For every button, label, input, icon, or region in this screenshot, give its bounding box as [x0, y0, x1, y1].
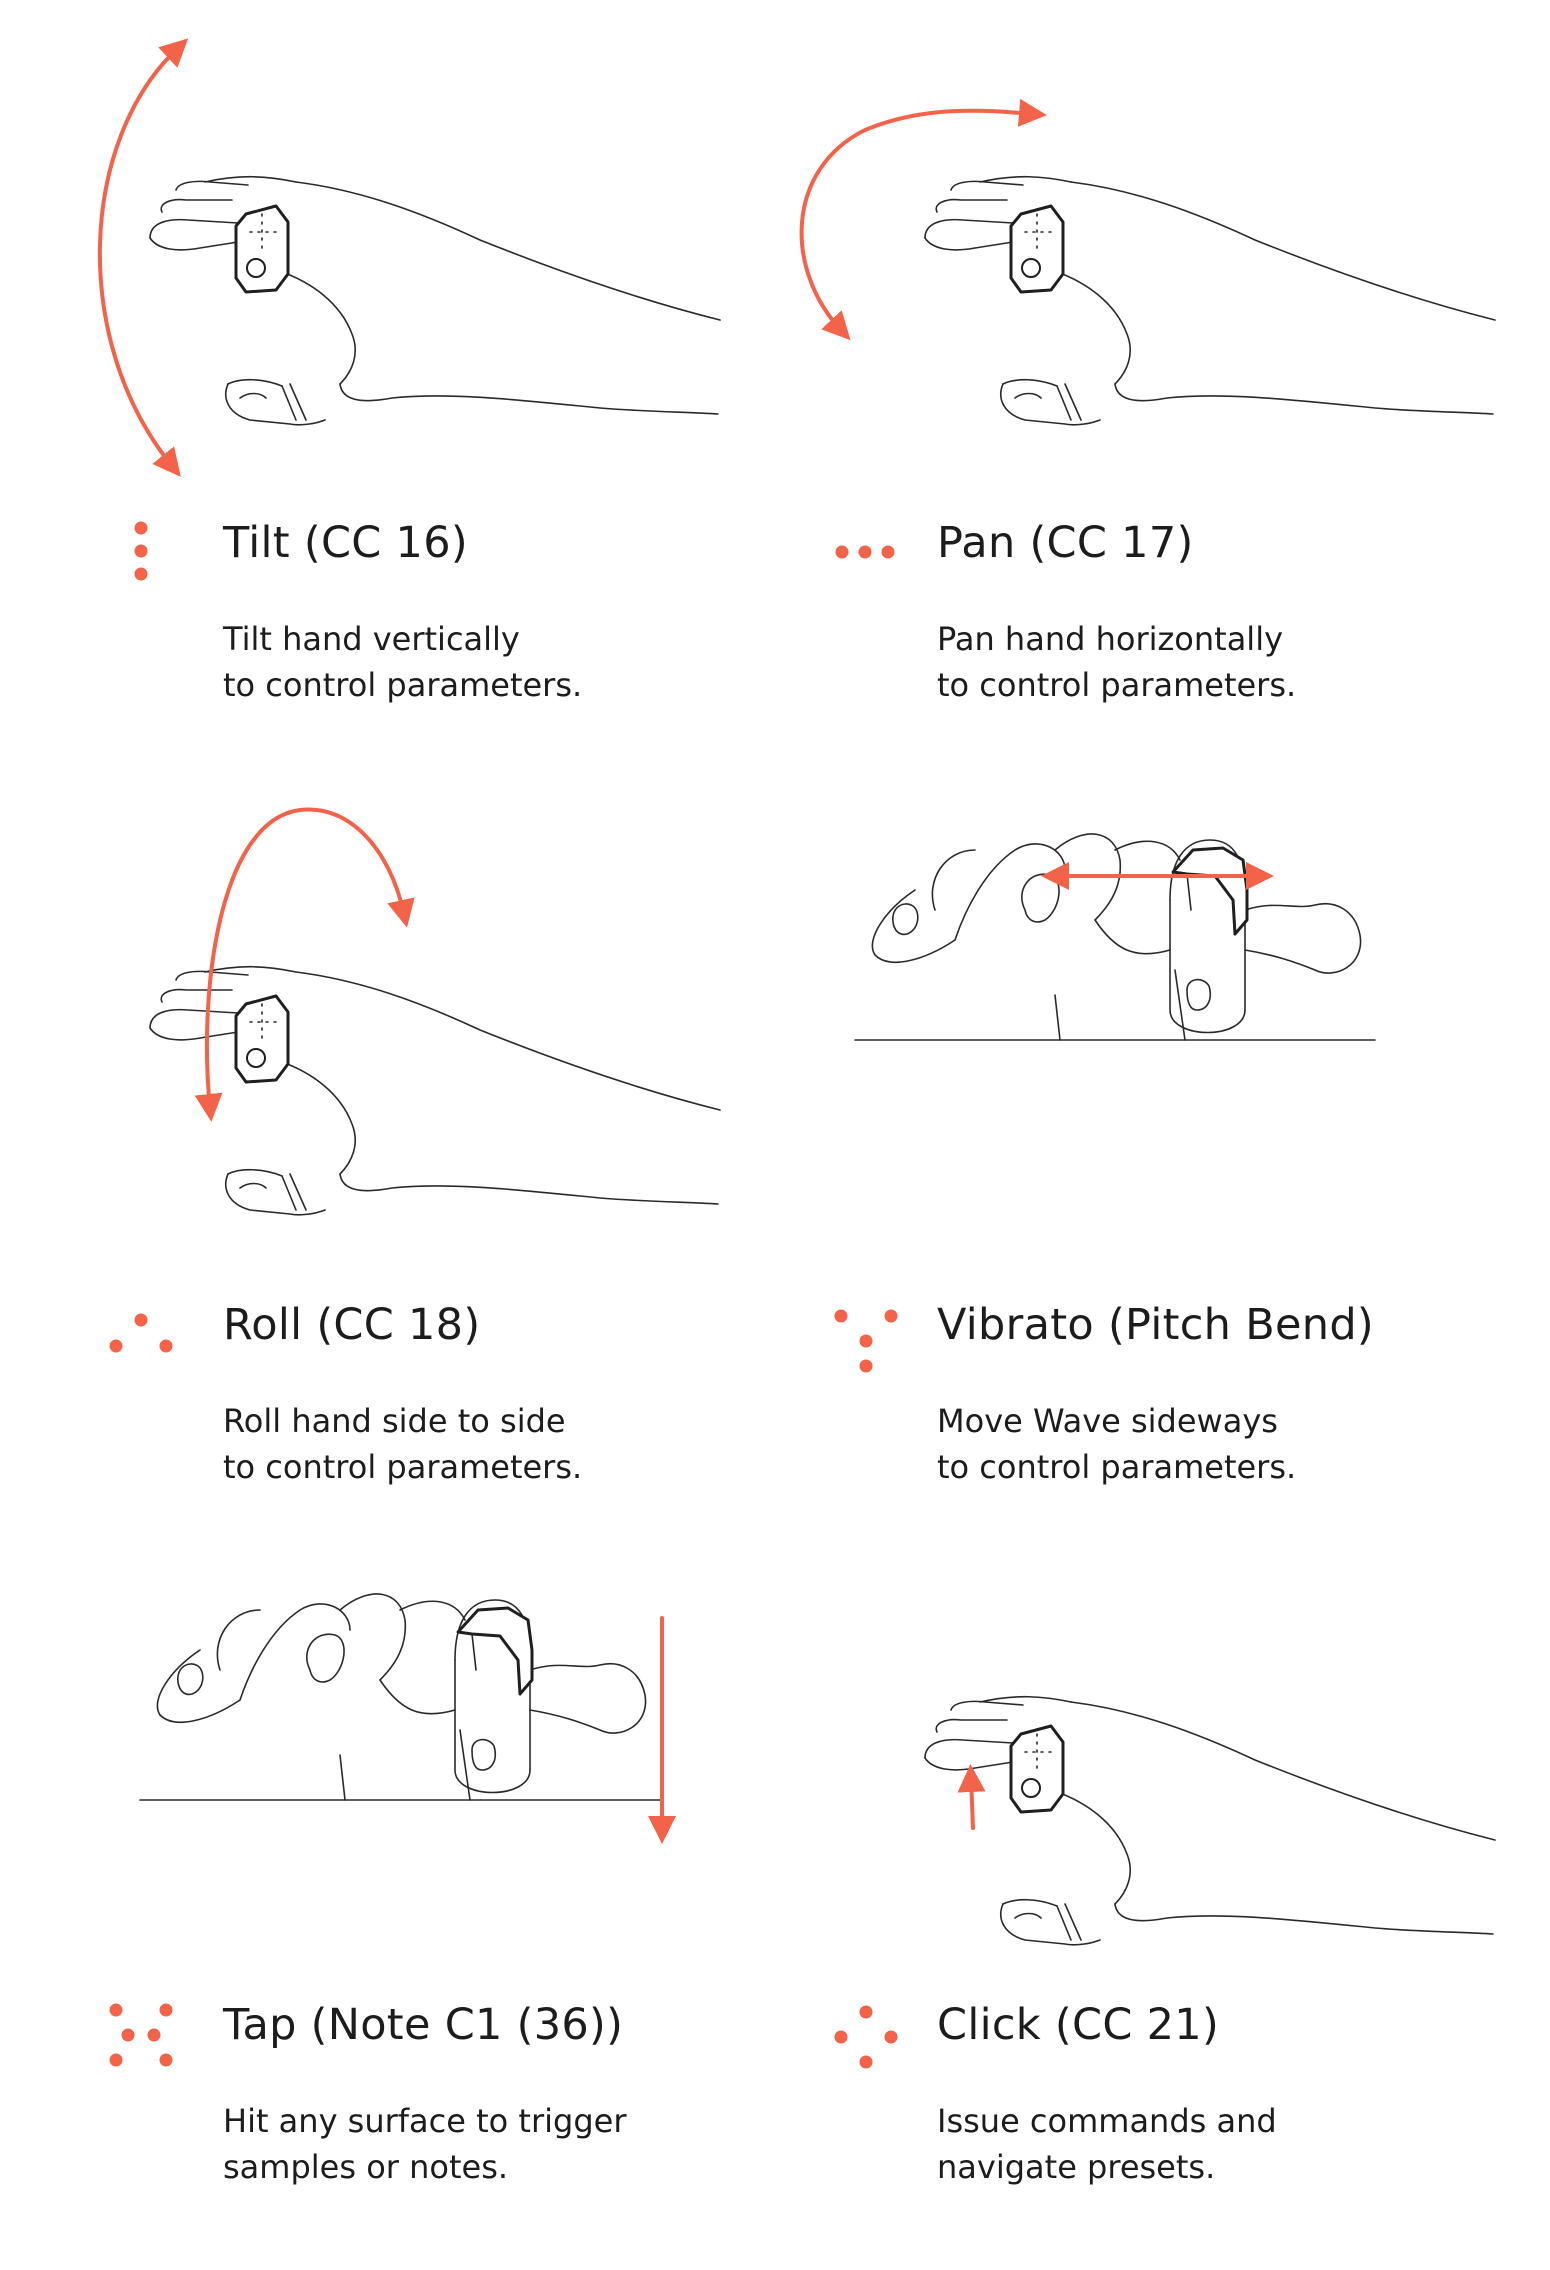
gesture-description-line: navigate presets.	[937, 2148, 1216, 2186]
roll-arrow	[194, 807, 415, 1122]
up-arrow	[957, 1764, 986, 1830]
tilt-illustration	[0, 0, 775, 500]
gesture-description-line: Move Wave sideways	[937, 1402, 1278, 1440]
diamond-four-dots-icon	[834, 2005, 898, 2069]
gesture-description: Issue commands and navigate presets.	[937, 2098, 1277, 2190]
click-illustration	[775, 1530, 1550, 2030]
pan-arrow	[799, 98, 1047, 341]
gesture-description-line: to control parameters.	[937, 1448, 1297, 1486]
zigzag-four-dots-icon	[834, 1309, 898, 1373]
gesture-description: Move Wave sideways to control parameters…	[937, 1398, 1296, 1490]
gesture-description-line: Tilt hand vertically	[223, 620, 520, 658]
gesture-card-click: Click (CC 21) Issue commands and navigat…	[775, 1530, 1550, 2270]
gesture-card-tilt: Tilt (CC 16) Tilt hand vertically to con…	[0, 0, 775, 740]
gesture-card-roll: Roll (CC 18) Roll hand side to side to c…	[0, 790, 775, 1530]
vertical-three-dots-icon	[134, 521, 148, 581]
gesture-title: Tap (Note C1 (36))	[223, 2000, 624, 2050]
gesture-description-line: Issue commands and	[937, 2102, 1277, 2140]
arc-three-dots-icon	[109, 1313, 173, 1353]
gesture-description: Roll hand side to side to control parame…	[223, 1398, 582, 1490]
gesture-title: Vibrato (Pitch Bend)	[937, 1300, 1374, 1350]
gesture-description-line: Pan hand horizontally	[937, 620, 1284, 658]
gesture-title: Pan (CC 17)	[937, 518, 1194, 568]
pan-illustration	[775, 0, 1550, 500]
gesture-description: Pan hand horizontally to control paramet…	[937, 616, 1296, 708]
tilt-arrow	[97, 38, 189, 477]
gesture-title: Tilt (CC 16)	[223, 518, 468, 568]
gesture-description: Hit any surface to trigger samples or no…	[223, 2098, 626, 2190]
gesture-description-line: to control parameters.	[937, 666, 1297, 704]
horizontal-three-dots-icon	[835, 545, 895, 559]
tap-illustration	[0, 1530, 775, 2030]
gesture-description-line: to control parameters.	[223, 1448, 583, 1486]
gesture-card-pan: Pan (CC 17) Pan hand horizontally to con…	[775, 0, 1550, 740]
gesture-description: Tilt hand vertically to control paramete…	[223, 616, 582, 708]
gesture-description-line: to control parameters.	[223, 666, 583, 704]
roll-illustration	[0, 790, 775, 1290]
gesture-description-line: Roll hand side to side	[223, 1402, 566, 1440]
gesture-title: Click (CC 21)	[937, 2000, 1220, 2050]
vibrato-illustration	[775, 790, 1550, 1290]
gesture-card-tap: Tap (Note C1 (36)) Hit any surface to tr…	[0, 1530, 775, 2270]
six-dots-icon	[109, 2003, 173, 2067]
gesture-description-line: Hit any surface to trigger	[223, 2102, 627, 2140]
gesture-description-line: samples or notes.	[223, 2148, 509, 2186]
gesture-card-vibrato: Vibrato (Pitch Bend) Move Wave sideways …	[775, 790, 1550, 1530]
gesture-title: Roll (CC 18)	[223, 1300, 481, 1350]
